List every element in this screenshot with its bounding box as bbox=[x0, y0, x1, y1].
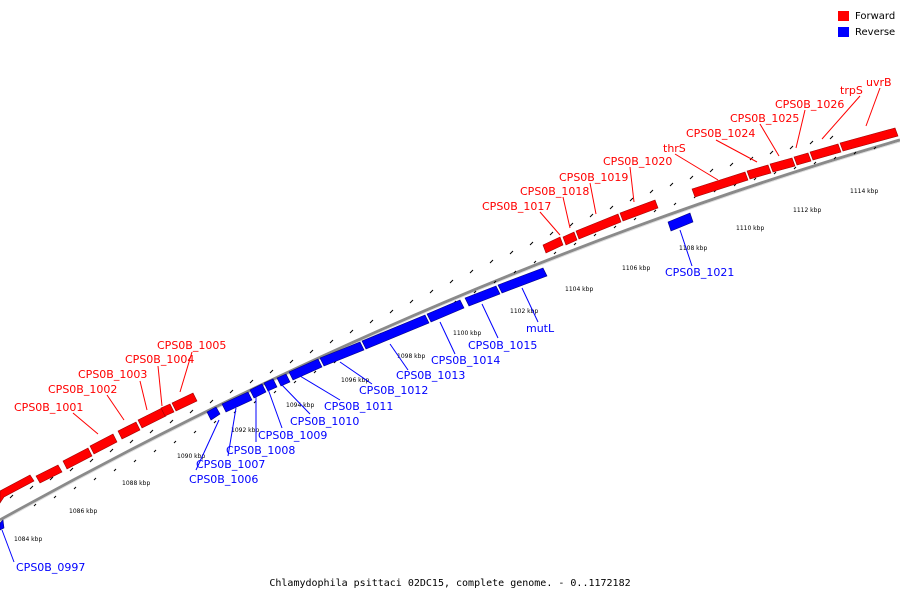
gene-block-forward bbox=[0, 474, 35, 504]
gene-block-reverse bbox=[426, 299, 465, 323]
scale-label: 1090 kbp bbox=[177, 453, 205, 460]
forward-labels: CPS0B_1001 CPS0B_1002 CPS0B_1003 CPS0B_1… bbox=[14, 76, 892, 435]
gene-block-reverse bbox=[667, 212, 694, 232]
gene-block-forward bbox=[62, 447, 93, 470]
gene-block-reverse bbox=[497, 267, 548, 294]
gene-block-reverse bbox=[263, 378, 278, 392]
gene-label-cps0b-1003: CPS0B_1003 bbox=[78, 368, 147, 381]
gene-label-cps0b-1025: CPS0B_1025 bbox=[730, 112, 799, 125]
gene-label-cps0b-1006: CPS0B_1006 bbox=[189, 473, 258, 486]
gene-label-cps0b-1013: CPS0B_1013 bbox=[396, 369, 465, 382]
legend-reverse-swatch bbox=[838, 27, 849, 37]
gene-label-cps0b-1021: CPS0B_1021 bbox=[665, 266, 734, 279]
scale-label: 1096 kbp bbox=[341, 377, 369, 384]
forward-genes bbox=[0, 127, 899, 504]
scale-label: 1106 kbp bbox=[622, 265, 650, 272]
gene-label-cps0b-1014: CPS0B_1014 bbox=[431, 354, 500, 367]
gene-block-forward bbox=[619, 199, 659, 222]
scale-label: 1104 kbp bbox=[565, 286, 593, 293]
gene-label-cps0b-1019: CPS0B_1019 bbox=[559, 171, 628, 184]
gene-block-reverse bbox=[464, 285, 501, 307]
gene-label-cps0b-1004: CPS0B_1004 bbox=[125, 353, 194, 366]
gene-block-reverse bbox=[276, 373, 291, 387]
gene-label-uvrb: uvrB bbox=[866, 76, 892, 89]
gene-label-cps0b-1009: CPS0B_1009 bbox=[258, 429, 327, 442]
genome-caption: Chlamydophila psittaci 02DC15, complete … bbox=[269, 578, 631, 589]
scale-label: 1110 kbp bbox=[736, 225, 764, 232]
tick-marks bbox=[9, 135, 877, 507]
genome-backbone bbox=[0, 138, 900, 523]
gene-block-forward bbox=[35, 464, 63, 484]
gene-label-cps0b-1001: CPS0B_1001 bbox=[14, 401, 83, 414]
legend-forward: Forward bbox=[838, 9, 895, 23]
gene-block-reverse bbox=[206, 406, 221, 421]
gene-label-cps0b-1017: CPS0B_1017 bbox=[482, 200, 551, 213]
gene-block-reverse bbox=[249, 383, 267, 399]
scale-labels: 1084 kbp 1086 kbp 1088 kbp 1090 kbp 1092… bbox=[14, 188, 878, 543]
gene-block-reverse bbox=[288, 358, 323, 381]
gene-block-forward bbox=[575, 213, 622, 240]
gene-block-reverse bbox=[0, 519, 5, 531]
scale-label: 1084 kbp bbox=[14, 536, 42, 543]
legend-forward-label: Forward bbox=[855, 10, 896, 22]
reverse-genes bbox=[0, 212, 694, 531]
gene-label-cps0b-1018: CPS0B_1018 bbox=[520, 185, 589, 198]
gene-label-cps0b-1011: CPS0B_1011 bbox=[324, 400, 393, 413]
gene-block-forward bbox=[562, 231, 578, 246]
gene-block-forward bbox=[542, 236, 564, 254]
gene-block-forward bbox=[89, 433, 118, 455]
gene-block-forward bbox=[171, 392, 198, 412]
gene-label-cps0b-1005: CPS0B_1005 bbox=[157, 339, 226, 352]
gene-label-cps0b-1026: CPS0B_1026 bbox=[775, 98, 844, 111]
gene-label-mutl: mutL bbox=[526, 322, 555, 335]
gene-block-reverse bbox=[221, 391, 253, 413]
gene-block-forward bbox=[793, 152, 812, 166]
scale-label: 1088 kbp bbox=[122, 480, 150, 487]
gene-label-cps0b-0997: CPS0B_0997 bbox=[16, 561, 85, 574]
gene-block-forward bbox=[769, 157, 796, 173]
legend-forward-swatch bbox=[838, 11, 849, 21]
gene-block-forward bbox=[137, 407, 167, 429]
scale-label: 1086 kbp bbox=[69, 508, 97, 515]
gene-label-thrs: thrS bbox=[663, 142, 686, 155]
gene-block-forward bbox=[839, 127, 899, 152]
scale-label: 1112 kbp bbox=[793, 207, 821, 214]
scale-label: 1102 kbp bbox=[510, 308, 538, 315]
gene-label-cps0b-1002: CPS0B_1002 bbox=[48, 383, 117, 396]
gene-block-reverse bbox=[361, 314, 430, 350]
legend-reverse-label: Reverse bbox=[855, 26, 896, 38]
gene-label-cps0b-1024: CPS0B_1024 bbox=[686, 127, 755, 140]
scale-label: 1114 kbp bbox=[850, 188, 878, 195]
gene-label-cps0b-1007: CPS0B_1007 bbox=[196, 458, 265, 471]
scale-label: 1098 kbp bbox=[397, 353, 425, 360]
gene-block-forward bbox=[809, 143, 842, 161]
gene-block-reverse bbox=[319, 341, 365, 367]
scale-label: 1092 kbp bbox=[231, 427, 259, 434]
gene-label-cps0b-1015: CPS0B_1015 bbox=[468, 339, 537, 352]
gene-block-forward bbox=[691, 171, 749, 198]
gene-label-trps: trpS bbox=[840, 84, 863, 97]
gene-label-cps0b-1020: CPS0B_1020 bbox=[603, 155, 672, 168]
scale-label: 1094 kbp bbox=[286, 402, 314, 409]
legend: Forward Reverse bbox=[838, 9, 895, 41]
gene-label-cps0b-1012: CPS0B_1012 bbox=[359, 384, 428, 397]
scale-label: 1100 kbp bbox=[453, 330, 481, 337]
gene-label-cps0b-1010: CPS0B_1010 bbox=[290, 415, 359, 428]
gene-block-forward bbox=[160, 403, 175, 417]
gene-block-forward bbox=[746, 164, 772, 180]
gene-block-forward bbox=[117, 421, 141, 440]
scale-label: 1108 kbp bbox=[679, 245, 707, 252]
reverse-labels: CPS0B_0997 CPS0B_1006 CPS0B_1007 CPS0B_1… bbox=[1, 229, 734, 574]
legend-reverse: Reverse bbox=[838, 25, 895, 39]
gene-label-cps0b-1008: CPS0B_1008 bbox=[226, 444, 295, 457]
